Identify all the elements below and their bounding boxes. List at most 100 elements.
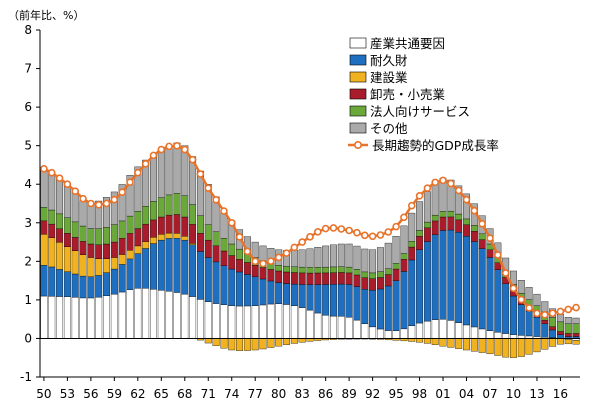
bar-construction-2007 [486,338,494,355]
bar-services-2015 [549,317,557,327]
bar-industry-1974 [228,305,236,339]
bar-wholesale-1986 [322,272,330,285]
bar-industry-2000 [431,319,439,339]
bar-industry-1983 [298,307,306,339]
bar-other-1982 [290,250,298,268]
bar-industry-2008 [494,332,502,339]
bar-industry-1976 [243,305,251,339]
trend-marker-1987 [329,224,338,232]
bar-wholesale-2001 [439,216,447,231]
bar-wholesale-2006 [478,239,486,249]
bar-other-1995 [392,236,400,264]
bar-wholesale-2004 [463,224,470,237]
bar-wholesale-1953 [63,233,71,247]
bar-durables-1955 [79,275,87,299]
bar-durables-1971 [204,257,212,302]
trend-marker-2000 [431,178,440,187]
bar-construction-1979 [267,338,275,348]
bar-durables-1977 [251,276,259,306]
trend-marker-1950 [40,165,48,173]
trend-marker-1999 [423,184,432,193]
bar-durables-1999 [423,241,431,322]
bar-wholesale-1994 [384,274,392,287]
bar-other-1964 [150,153,157,202]
bar-services-1972 [212,231,220,246]
trend-marker-2007 [486,234,494,242]
bar-other-1987 [330,244,337,268]
bar-construction-1950 [40,234,48,266]
bar-industry-1953 [63,296,71,339]
bar-wholesale-1951 [48,223,56,238]
bar-wholesale-2016 [556,331,564,335]
bar-other-2018 [572,317,580,324]
x-tick-label: 74 [224,387,239,401]
bar-services-1950 [40,207,48,222]
bar-industry-1982 [290,305,298,339]
bar-other-1958 [103,197,110,228]
bar-wholesale-1960 [118,238,126,255]
bar-other-1991 [361,248,369,273]
legend-swatch-services [349,105,367,117]
bar-industry-1997 [408,325,416,339]
bar-services-2005 [470,225,478,232]
legend-label-wholesale: 卸売・小売業 [370,87,446,102]
bar-other-2012 [525,287,533,300]
bar-other-1989 [345,243,353,268]
bar-industry-2009 [502,333,510,339]
bar-construction-2000 [431,338,439,345]
bar-construction-1983 [298,338,306,343]
bar-construction-1974 [228,338,236,351]
bar-durables-1954 [71,273,79,298]
bar-construction-2018 [572,340,580,345]
bar-industry-1979 [267,303,275,339]
bar-durables-1962 [134,253,142,289]
bar-construction-1963 [142,241,150,249]
bar-wholesale-1965 [157,216,165,235]
bar-construction-1960 [118,254,126,265]
bar-other-1985 [314,247,322,268]
bar-industry-1999 [423,320,431,339]
bar-industry-1975 [236,305,244,339]
bar-other-2010 [510,270,517,285]
bar-services-1958 [103,227,110,245]
bar-construction-1972 [212,338,220,346]
bar-other-1986 [322,245,330,268]
bar-wholesale-1973 [220,250,228,266]
bar-wholesale-1961 [126,233,134,251]
bar-services-1957 [95,228,103,245]
trend-marker-1954 [71,187,80,196]
bar-wholesale-1980 [275,270,283,283]
bar-wholesale-1968 [181,216,189,237]
bar-construction-1954 [71,250,79,275]
trend-line-group [40,142,580,319]
bar-services-2004 [463,218,470,225]
bar-wholesale-2017 [564,333,572,337]
bar-services-1985 [314,267,322,274]
trend-marker-1970 [196,170,205,178]
bar-services-1981 [283,266,290,273]
bar-durables-2007 [486,257,494,331]
bar-wholesale-1975 [236,259,244,273]
bar-services-1961 [126,215,134,234]
bar-other-1953 [63,182,71,218]
bar-durables-1956 [87,276,95,299]
x-tick-label: 89 [341,387,356,401]
bar-durables-2002 [447,229,455,321]
bar-services-1966 [165,194,173,216]
bar-services-1996 [400,253,408,260]
trend-marker-1996 [400,213,408,222]
bar-durables-1965 [157,239,165,291]
trend-marker-2016 [556,307,565,316]
legend-label-services: 法人向けサービス [370,104,470,119]
bar-construction-1999 [423,338,431,344]
x-tick-label: 59 [107,387,122,401]
bar-durables-1968 [181,239,189,295]
bar-services-1953 [63,217,71,234]
bar-other-1978 [259,245,267,261]
x-tick-label: 83 [295,387,310,401]
bar-industry-1978 [259,304,267,339]
bar-durables-1952 [56,269,64,297]
bar-construction-1961 [126,250,134,260]
bar-durables-1995 [392,280,400,331]
bar-wholesale-1996 [400,259,408,272]
